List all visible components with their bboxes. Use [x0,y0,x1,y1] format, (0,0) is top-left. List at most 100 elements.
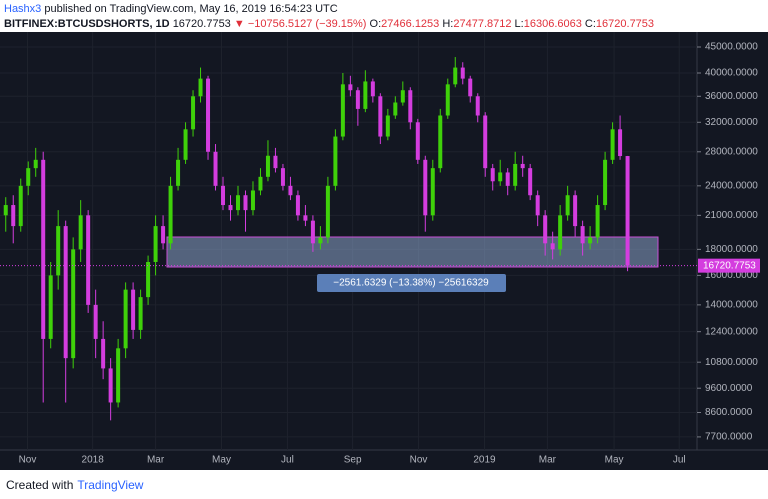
ohlc-value: 27477.8712 [453,18,512,30]
candle-body [78,215,83,250]
candle-body [565,195,570,216]
y-tick-label: 7700.0000 [705,432,753,443]
candle-body [363,81,368,109]
candles [3,57,630,421]
candle-body [528,168,533,196]
candle-body [63,226,68,359]
y-tick-label: 28000.0000 [705,146,758,157]
y-tick-label: 10800.0000 [705,357,758,368]
candle-body [573,195,578,227]
last-price: 16720.7753 [172,18,231,30]
x-tick-label: Mar [539,455,557,466]
candle-body [370,81,375,97]
y-tick-label: 16000.0000 [705,270,758,281]
y-tick-label: 8600.0000 [705,407,753,418]
candle-body [243,195,248,211]
candle-body [580,226,585,244]
ohlc-value: 16720.7753 [595,18,655,30]
candle-body [423,159,428,216]
ohlc-value: 27466.1253 [381,18,440,30]
candle-body [221,185,226,206]
candle-body [33,159,38,169]
candle-body [153,226,158,262]
candle-body [228,205,233,211]
measure-box [166,236,659,268]
axes: 45000.0000 40000.0000 36000.0000 32000.0000… [0,42,760,466]
candle-body [378,96,383,137]
candle-body [318,237,323,244]
ohlc-value: 16306.6063 [523,18,582,30]
chart: −2561.6329 (−13.38%) −25616329 45000.000… [0,32,768,470]
ohlc-label: H: [442,18,454,30]
candle-body [198,78,203,97]
candle-body [3,205,8,216]
candle-body [588,237,593,244]
candle-body [18,185,23,227]
y-tick-label: 40000.0000 [705,68,758,79]
candle-body [56,226,61,276]
measure-label-box [317,274,506,292]
candle-body [101,338,106,369]
y-tick-label: 18000.0000 [705,244,758,255]
ohlc-label: L: [514,18,524,30]
candle-body [453,67,458,85]
created-with: Created with [6,478,74,492]
y-tick-label: 12400.0000 [705,326,758,337]
symbol: BITFINEX:BTCUSDSHORTS, 1D [4,18,170,30]
symbol-line: BITFINEX:BTCUSDSHORTS, 1D 16720.7753 ▼ −… [4,17,654,32]
candle-body [108,368,113,403]
candle-body [131,289,136,330]
candle-body [520,163,525,169]
candle-body [138,297,143,330]
price-label: 16720.7753 [703,260,756,271]
x-tick-label: May [212,455,231,466]
x-tick-label: Mar [147,455,165,466]
candle-body [513,163,518,186]
change: ▼ −10756.5127 (−39.15%) [233,18,367,30]
candle-body [475,96,480,116]
candle-body [415,122,420,160]
publisher: Hashx3 [4,3,42,15]
y-tick-label: 45000.0000 [705,42,758,53]
candle-body [355,90,360,109]
y-tick-label: 32000.0000 [705,117,758,128]
candle-body [625,156,630,266]
candle-body [543,215,548,244]
candle-body [295,195,300,216]
header: Hashx3 published on TradingView.com, May… [4,2,654,32]
candle-body [303,215,308,221]
candle-body [483,115,488,169]
x-tick-label: 2019 [473,455,496,466]
candle-body [280,168,285,186]
candle-body [265,155,270,177]
brand[interactable]: TradingView [77,478,144,492]
candle-body [550,243,555,250]
candle-body [400,90,405,103]
candle-body [535,195,540,216]
candle-body [176,159,181,186]
candle-body [288,185,293,196]
candle-body [460,67,465,79]
candle-body [71,249,76,359]
x-tick-label: Sep [344,455,362,466]
y-tick-label: 14000.0000 [705,300,758,311]
y-tick-label: 21000.0000 [705,210,758,221]
candle-body [93,304,98,339]
x-tick-label: Jul [281,455,294,466]
candle-body [146,261,151,298]
candle-body [595,205,600,238]
candle-body [333,136,338,186]
candle-body [258,176,263,191]
ohlc-label: O: [369,18,382,30]
publish-line: Hashx3 published on TradingView.com, May… [4,2,654,17]
candle-body [116,348,121,403]
candle-body [340,84,345,137]
candle-body [123,289,128,349]
candle-body [385,115,390,137]
price-label-box [698,258,760,273]
ohlc-label: C: [584,18,596,30]
candle-body [430,168,435,216]
candle-body [48,275,53,339]
candle-body [438,115,443,169]
